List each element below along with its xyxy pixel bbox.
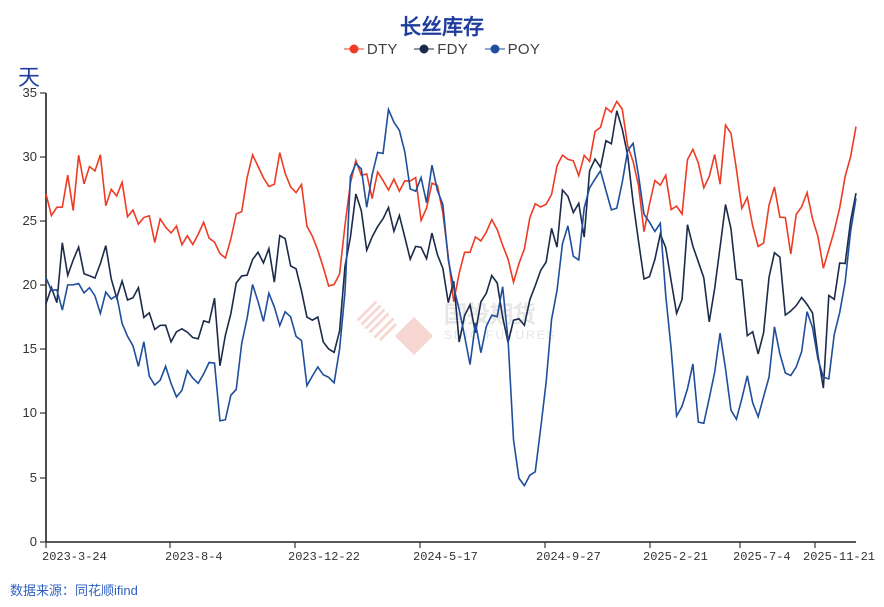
svg-text:10: 10 — [23, 405, 37, 420]
svg-text:30: 30 — [23, 149, 37, 164]
svg-text:2025-2-21: 2025-2-21 — [643, 550, 708, 564]
svg-text:20: 20 — [23, 277, 37, 292]
svg-text:2024-9-27: 2024-9-27 — [536, 550, 601, 564]
svg-text:5: 5 — [30, 470, 37, 485]
svg-text:2024-5-17: 2024-5-17 — [413, 550, 478, 564]
svg-text:2023-12-22: 2023-12-22 — [288, 550, 360, 564]
svg-text:2023-8-4: 2023-8-4 — [165, 550, 223, 564]
svg-text:15: 15 — [23, 341, 37, 356]
svg-text:2025-7-4: 2025-7-4 — [733, 550, 791, 564]
svg-text:2025-11-21: 2025-11-21 — [803, 550, 875, 564]
svg-text:25: 25 — [23, 213, 37, 228]
svg-text:0: 0 — [30, 534, 37, 549]
svg-text:2023-3-24: 2023-3-24 — [42, 550, 107, 564]
